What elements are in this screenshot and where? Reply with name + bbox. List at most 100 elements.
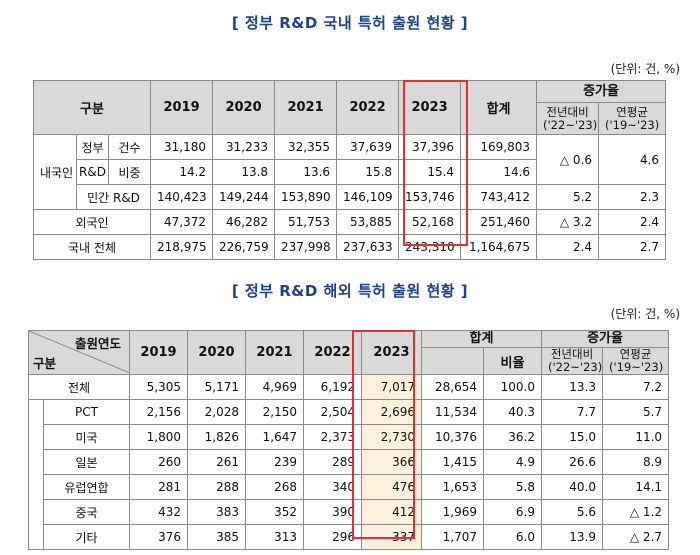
table-cell: 28,654 — [421, 374, 484, 400]
table-cell: 261 — [187, 449, 246, 475]
table-cell: 36.2 — [482, 424, 543, 450]
row-label: 외국인 — [32, 209, 152, 235]
table-cell: 4.6 — [598, 134, 667, 185]
table-cell: 2,504 — [303, 399, 362, 425]
header-category: 구분 — [32, 80, 152, 135]
table-cell: 149,244 — [212, 184, 276, 210]
header-yoy-period: ('22~'23) — [543, 117, 598, 132]
table-cell: △ 0.6 — [536, 134, 600, 185]
header-cagr-period: ('19~'23) — [609, 360, 664, 374]
table-cell: 40.3 — [482, 399, 543, 425]
table-cell: 46,282 — [212, 209, 276, 235]
header-year: 2022 — [303, 330, 362, 375]
table-cell: 340 — [303, 474, 362, 500]
table-cell: 11.0 — [602, 424, 670, 450]
table-cell: 15.4 — [398, 159, 462, 185]
table-cell: △ 2.7 — [602, 524, 670, 550]
table-cell: 251,460 — [460, 209, 538, 235]
table-cell: 15.8 — [336, 159, 400, 185]
table-cell: 2,730 — [361, 424, 422, 450]
table-cell: 5.6 — [541, 499, 604, 525]
table-cell: 432 — [129, 499, 188, 525]
table-cell: 4,969 — [245, 374, 304, 400]
table-cell: 239 — [245, 449, 304, 475]
header-growth: 증가율 — [536, 80, 667, 103]
header-year: 2023 — [398, 80, 462, 135]
table-cell: 153,890 — [274, 184, 338, 210]
table-cell: 218,975 — [150, 234, 214, 260]
table-cell: 51,753 — [274, 209, 338, 235]
table-cell: 2,028 — [187, 399, 246, 425]
header-cagr-period: ('19~'23) — [605, 117, 660, 132]
table-cell: 6.9 — [482, 499, 543, 525]
header-total: 합계 — [460, 80, 538, 135]
table-cell: 13.6 — [274, 159, 338, 185]
table-cell: 100.0 — [482, 374, 543, 400]
table-cell: 6.0 — [482, 524, 543, 550]
table-cell: 31,233 — [212, 134, 276, 160]
group-label-domestic: 내국인 — [33, 134, 77, 210]
table-cell: △ 3.2 — [536, 209, 600, 235]
header-yoy-label: 전년대비 — [546, 104, 589, 119]
table-cell: 2.3 — [598, 184, 667, 210]
table-cell: 5.7 — [602, 399, 670, 425]
row-label: 정부 — [76, 134, 109, 160]
header-yoy: 전년대비 ('22~'23) — [541, 347, 604, 375]
table-cell: 13.9 — [541, 524, 604, 550]
table-cell: 7.7 — [541, 399, 604, 425]
table-cell: 11,534 — [421, 399, 484, 425]
table-cell: 10,376 — [421, 424, 484, 450]
row-sublabel: 건수 — [107, 134, 152, 160]
header-cagr-label: 연평균 — [616, 104, 648, 119]
domestic-title: [ 정부 R&D 국내 특허 출원 현황 ] — [231, 14, 469, 32]
table-cell: 366 — [361, 449, 422, 475]
header-year: 2023 — [361, 330, 422, 375]
table-cell: 2,696 — [361, 399, 422, 425]
header-total: 합계 — [420, 330, 543, 348]
table-cell: 4.9 — [482, 449, 543, 475]
table-cell: 14.6 — [460, 159, 538, 185]
table-cell: 53,885 — [336, 209, 400, 235]
table-cell: 1,707 — [421, 524, 484, 550]
row-label: 미국 — [43, 424, 130, 450]
table-cell: 14.1 — [602, 474, 670, 500]
table-cell: 153,746 — [398, 184, 462, 210]
header-corner-category: 구분 — [33, 356, 57, 371]
header-year: 2019 — [129, 330, 188, 375]
table-cell: 5.8 — [482, 474, 543, 500]
table-cell: 260 — [129, 449, 188, 475]
table-cell: 2,373 — [303, 424, 362, 450]
table-cell: 288 — [187, 474, 246, 500]
table-cell: 140,423 — [150, 184, 214, 210]
corner-diagonal-icon — [29, 331, 129, 373]
header-total-blank — [421, 347, 484, 375]
table-cell: 7,017 — [361, 374, 422, 400]
header-year: 2021 — [245, 330, 304, 375]
row-label: 국내 전체 — [32, 234, 152, 260]
table-cell: 1,653 — [421, 474, 484, 500]
table-cell: 412 — [361, 499, 422, 525]
header-yoy-period: ('22~'23) — [548, 360, 603, 374]
table-cell: 390 — [303, 499, 362, 525]
table-cell: 383 — [187, 499, 246, 525]
table-cell: 237,998 — [274, 234, 338, 260]
table-cell: 7.2 — [602, 374, 670, 400]
table-cell: 1,800 — [129, 424, 188, 450]
table-cell: 281 — [129, 474, 188, 500]
header-year: 2020 — [187, 330, 246, 375]
table-cell: 5,171 — [187, 374, 246, 400]
table-cell: 40.0 — [541, 474, 604, 500]
table-cell: △ 1.2 — [602, 499, 670, 525]
table-cell: 352 — [245, 499, 304, 525]
table-cell: 1,969 — [421, 499, 484, 525]
header-corner-year: 출원연도 — [74, 336, 121, 351]
row-label: 전체 — [28, 374, 130, 400]
header-year: 2019 — [150, 80, 214, 135]
domestic-unit: (단위: 건, %) — [610, 62, 680, 76]
table-cell: 47,372 — [150, 209, 214, 235]
table-cell: 2.7 — [598, 234, 667, 260]
table-cell: 289 — [303, 449, 362, 475]
table-cell: 2,150 — [245, 399, 304, 425]
overseas-title: [ 정부 R&D 해외 특허 출원 현황 ] — [231, 282, 469, 300]
table-cell: 743,412 — [460, 184, 538, 210]
